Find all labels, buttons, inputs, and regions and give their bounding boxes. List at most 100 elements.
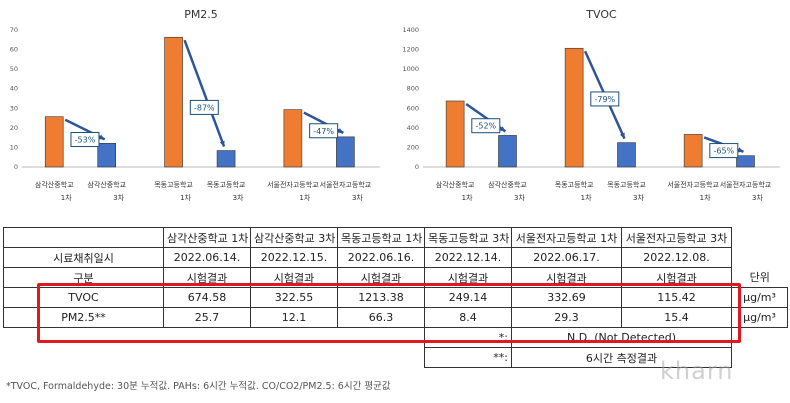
tvoc-chart: TVOC 0 200 400 600 800 1000 1200 1400 삼각산중학교 1차 삼각산… [395,0,790,215]
y-tick-label: 600 [407,104,419,112]
reduction-label: -87% [194,103,215,112]
results-table-wrap: 삼각산중학교 1차 삼각산중학교 3차 목동고등학교 1차 목동고등학교 3차 … [3,227,788,368]
note-mark: **: [424,347,512,368]
school-header: 서울전자고등학교 3차 [621,227,732,248]
category-label: 서울전자고등학교 [320,180,372,189]
date-cell: 2022.06.16. [337,247,425,268]
note-row: **: 6시간 측정결과 [4,347,788,368]
date-cell: 2022.06.14. [163,247,251,268]
pm25-chart-svg: PM2.5 0 10 20 30 40 50 60 70 삼각산중학교 1차 삼각산중학교 3차 목동고등… [10,8,380,202]
y-tick-label: 1200 [402,46,419,54]
date-cell: 2022.06.17. [511,247,622,268]
date-cell: 2022.12.08. [621,247,732,268]
category-label: 1차 [61,193,72,202]
school-header: 목동고등학교 1차 [337,227,425,248]
category-label: 삼각산중학교 [488,180,527,189]
table-row: PM2.5** 25.7 12.1 66.3 8.4 29.3 15.4 μg/… [3,307,788,328]
category-label: 1차 [180,193,191,202]
reduction-box [70,132,100,148]
reduction-label: -65% [713,147,734,156]
highlight-box [37,283,741,343]
reduction-label: -79% [594,95,615,104]
arrow-head [619,132,625,139]
bar [97,143,117,168]
arrow-head [98,134,105,140]
watermark-text: kharn [660,357,734,385]
bar [164,36,183,168]
category-label: 3차 [633,193,644,202]
y-tick-label: 0 [14,163,18,171]
y-tick-label: 10 [10,143,18,151]
y-tick-label: 1400 [402,26,419,34]
category-label: 서울전자고등학교 [720,180,772,189]
category-label: 3차 [514,193,525,202]
result-label: 시험결과 [163,267,251,288]
bar [617,142,636,168]
y-tick-label: 1000 [402,65,419,73]
y-tick-label: 60 [10,46,18,54]
category-label: 3차 [113,193,124,202]
category-label: 서울전자고등학교 [667,180,719,189]
y-tick-label: 20 [10,124,18,132]
category-label: 1차 [462,193,473,202]
category-label: 3차 [233,193,244,202]
category-label: 3차 [352,193,363,202]
reduction-box [709,143,739,159]
bar [44,116,64,168]
bar [683,134,703,168]
school-header: 서울전자고등학교 1차 [511,227,622,248]
value-cell: 8.4 [424,307,512,328]
category-label: 목동고등학교 [555,180,594,189]
school-header: 목동고등학교 3차 [424,227,512,248]
arrow-head [499,126,506,132]
tvoc-chart-svg: TVOC 0 200 400 600 800 1000 1200 1400 삼각산중학교 1차 삼각산… [402,8,780,202]
reduction-label: -53% [75,136,96,145]
chart-title: TVOC [585,8,617,21]
pm25-chart: PM2.5 0 10 20 30 40 50 60 70 삼각산중학교 1차 삼각산중학교 3차 목동고등… [0,0,395,215]
category-label: 1차 [581,193,592,202]
bar [336,136,355,168]
y-tick-label: 200 [407,143,419,151]
empty-cell [732,348,788,368]
school-header: 삼각산중학교 1차 [163,227,251,248]
category-label: 1차 [299,193,310,202]
category-label: 삼각산중학교 [87,180,126,189]
category-label: 3차 [752,193,763,202]
trend-arrow [183,39,226,147]
y-tick-label: 50 [10,65,18,73]
reduction-box [189,99,219,115]
y-tick-label: 40 [10,85,18,93]
unit-header: 단위 [749,271,770,285]
category-label: 삼각산중학교 [436,180,475,189]
sampling-label: 시료채취일시 [3,247,164,268]
bar [216,150,236,168]
chart-title: PM2.5 [184,8,218,21]
reduction-label: -47% [313,127,334,136]
arrow-head [337,128,344,133]
arrow-head [737,147,744,153]
date-row: 시료채취일시 2022.06.14. 2022.12.15. 2022.06.1… [3,247,788,268]
empty-cell [732,248,788,268]
category-label: 목동고등학교 [154,180,193,189]
reduction-box [471,118,501,134]
date-cell: 2022.12.14. [424,247,512,268]
value-cell: 66.3 [337,307,425,328]
school-header: 삼각산중학교 3차 [250,227,338,248]
category-label: 서울전자고등학교 [267,180,319,189]
empty-cell [732,228,788,248]
empty-cell [4,348,425,368]
y-tick-label: 800 [407,85,419,93]
reduction-box [590,91,620,107]
result-label: 시험결과 [621,267,732,288]
y-tick-label: 400 [407,124,419,132]
header-row: 삼각산중학교 1차 삼각산중학교 3차 목동고등학교 1차 목동고등학교 3차 … [3,227,788,248]
category-label: 목동고등학교 [207,180,246,189]
date-cell: 2022.12.15. [250,247,338,268]
category-label: 삼각산중학교 [35,180,74,189]
category-label: 목동고등학교 [607,180,646,189]
reduction-label: -52% [475,122,496,131]
row-name: PM2.5** [3,307,164,328]
reduction-box [309,123,339,139]
y-tick-label: 30 [10,104,18,112]
corner-cell [3,227,164,248]
